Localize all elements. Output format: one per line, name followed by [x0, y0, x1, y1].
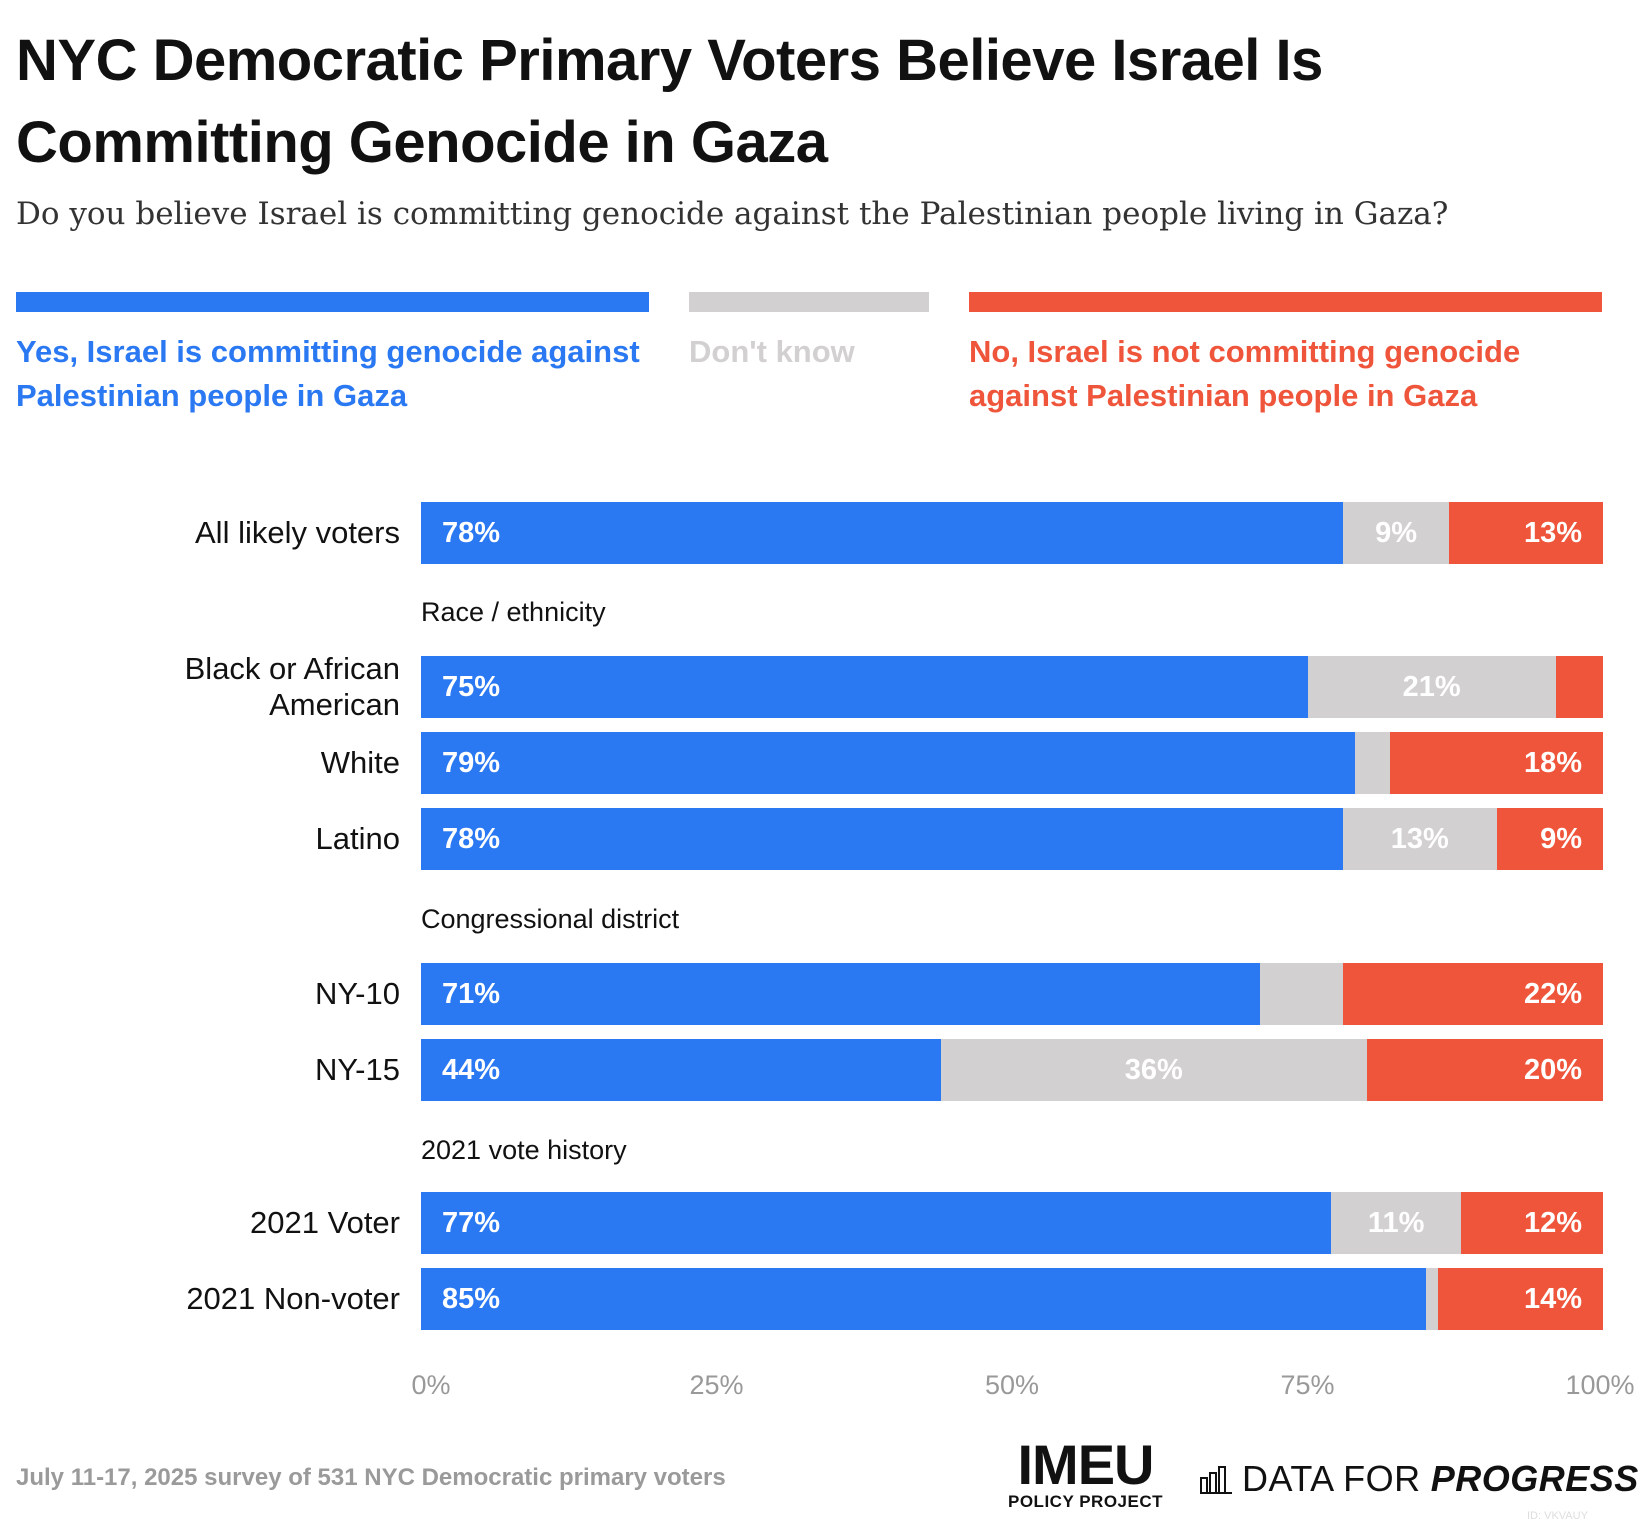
bar-segment-yes	[421, 963, 1261, 1025]
bar-segment-dontknow	[1307, 656, 1556, 718]
bar-segment-dontknow	[1354, 732, 1391, 794]
data-label-dontknow: 13%	[1390, 823, 1449, 855]
row-label: 2021 Voter	[250, 1205, 400, 1240]
data-label-yes: 78%	[442, 517, 501, 549]
bar-segment-dontknow	[941, 1039, 1367, 1101]
imeu-logo: IMEU POLICY PROJECT	[1008, 1433, 1163, 1512]
bar-segment-no	[1555, 656, 1603, 718]
survey-note: July 11-17, 2025 survey of 531 NYC Democ…	[16, 1464, 726, 1491]
bar-segment-yes	[421, 732, 1355, 794]
bar-segment-no	[1390, 732, 1603, 794]
imeu-logo-main: IMEU	[1017, 1433, 1155, 1496]
row-label: All likely voters	[195, 515, 400, 550]
bar-segment-no	[1449, 502, 1603, 564]
x-axis-tick-label: 50%	[984, 1370, 1040, 1400]
bar-segment-yes	[421, 808, 1343, 870]
bar-segment-yes	[421, 1039, 942, 1101]
bar-segment-no	[1496, 808, 1603, 870]
bar-segment-dontknow	[1260, 963, 1343, 1025]
data-label-yes: 71%	[442, 978, 501, 1010]
chart-title: NYC Democratic Primary Voters Believe Is…	[16, 28, 1323, 175]
x-axis-tick-label: 0%	[411, 1370, 451, 1400]
data-label-no: 13%	[1523, 517, 1582, 549]
legend-label-dontknow: Don't know	[689, 334, 855, 369]
legend-swatch-no	[969, 292, 1602, 312]
dfp-logo-text-bold: PROGRESS	[1430, 1458, 1639, 1499]
row-label: White	[320, 745, 400, 780]
group-label: Race / ethnicity	[421, 597, 606, 627]
legend-label-no: No, Israel is not committing genocide ag…	[969, 334, 1521, 413]
data-label-no: 22%	[1523, 978, 1582, 1010]
row-label: Black or African American	[184, 651, 400, 722]
row-label: NY-10	[314, 976, 400, 1011]
data-label-no: 20%	[1523, 1054, 1582, 1086]
legend-item-no: No, Israel is not committing genocide ag…	[969, 292, 1602, 418]
bar-segment-yes	[421, 502, 1343, 564]
x-axis-tick-label: 75%	[1280, 1370, 1335, 1400]
legend-label-yes: Yes, Israel is committing genocide again…	[16, 334, 640, 413]
data-label-no: 9%	[1540, 823, 1582, 855]
bar-segment-dontknow	[1342, 502, 1450, 564]
bar-segment-dontknow	[1342, 808, 1497, 870]
bar-segment-yes	[421, 656, 1308, 718]
bar-segment-no	[1437, 1268, 1603, 1330]
bar-segment-yes	[421, 1268, 1426, 1330]
data-label-yes: 85%	[442, 1283, 501, 1315]
data-label-yes: 44%	[442, 1054, 501, 1086]
legend-item-yes: Yes, Israel is committing genocide again…	[16, 292, 649, 418]
bar-segment-dontknow	[1425, 1268, 1438, 1330]
chart-id: ID: VKVAUY	[1527, 1510, 1588, 1522]
chart-subtitle: Do you believe Israel is committing geno…	[16, 196, 1449, 232]
legend-item-dontknow: Don't know	[689, 292, 929, 374]
legend-swatch-yes	[16, 292, 649, 312]
data-label-no: 14%	[1523, 1283, 1582, 1315]
bar-segment-dontknow	[1331, 1192, 1462, 1254]
data-label-yes: 79%	[442, 747, 501, 779]
data-label-dontknow: 11%	[1367, 1207, 1425, 1239]
data-label-yes: 75%	[442, 671, 501, 703]
dfp-logo-text-light: DATA FOR	[1242, 1458, 1421, 1499]
group-label: Congressional district	[421, 904, 680, 934]
row-label: NY-15	[314, 1052, 400, 1087]
bar-segment-no	[1461, 1192, 1603, 1254]
bar-segment-yes	[421, 1192, 1332, 1254]
bar-chart-icon	[1200, 1466, 1232, 1494]
row-label: Latino	[315, 821, 400, 856]
data-label-dontknow: 21%	[1402, 671, 1461, 703]
imeu-logo-sub: POLICY PROJECT	[1008, 1492, 1163, 1511]
data-label-dontknow: 36%	[1124, 1054, 1183, 1086]
legend-swatch-dontknow	[689, 292, 929, 312]
data-label-no: 12%	[1523, 1207, 1582, 1239]
row-label: 2021 Non-voter	[186, 1281, 400, 1316]
data-for-progress-logo: DATA FOR PROGRESS	[1200, 1458, 1639, 1500]
data-label-dontknow: 9%	[1375, 517, 1418, 549]
bar-segment-no	[1366, 1039, 1603, 1101]
x-axis-tick-label: 25%	[689, 1370, 744, 1400]
x-axis-tick-label: 100%	[1565, 1370, 1635, 1400]
group-label: 2021 vote history	[421, 1135, 627, 1165]
bar-segment-no	[1342, 963, 1603, 1025]
data-label-yes: 78%	[442, 823, 501, 855]
data-label-no: 18%	[1523, 747, 1582, 779]
data-label-yes: 77%	[442, 1207, 501, 1239]
